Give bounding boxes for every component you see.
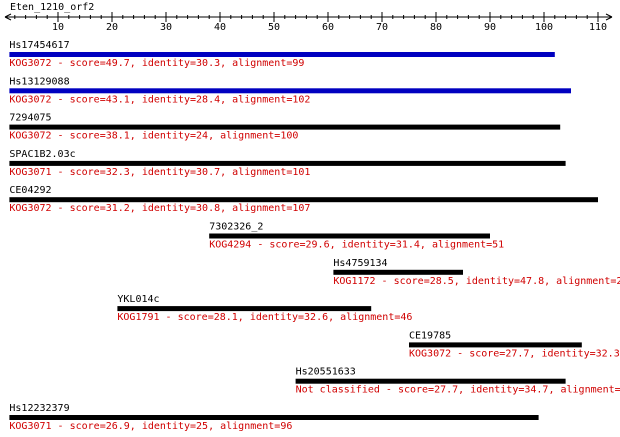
hit-description: KOG4294 - score=29.6, identity=31.4, ali… [209, 240, 504, 251]
hit-description: KOG3072 - score=31.2, identity=30.8, ali… [9, 203, 310, 214]
hit-description: KOG3071 - score=32.3, identity=30.7, ali… [9, 167, 310, 178]
hit-bar [9, 160, 566, 166]
hit-name: 7302326_2 [209, 222, 263, 233]
hit-description: KOG3071 - score=26.9, identity=25, align… [9, 421, 292, 432]
hit-name: 7294075 [9, 113, 51, 124]
hit-bar [409, 342, 582, 348]
hit-bar [9, 124, 561, 130]
ruler-tick-label: 10 [52, 22, 64, 33]
hit-bar [117, 306, 372, 312]
ruler-tick-label: 20 [106, 22, 118, 33]
ruler-tick-label: 40 [214, 22, 226, 33]
hit-bar [333, 269, 463, 275]
hit-description: KOG1791 - score=28.1, identity=32.6, ali… [117, 312, 412, 323]
hit-bar [9, 88, 571, 94]
hit-name: Hs4759134 [333, 258, 387, 269]
ruler-tick-label: 70 [376, 22, 388, 33]
ruler-tick-label: 30 [160, 22, 172, 33]
hit-name: Hs12232379 [9, 403, 69, 414]
hit-description: KOG1172 - score=28.5, identity=47.8, ali… [333, 276, 620, 287]
hit-bar [9, 197, 598, 203]
hit-name: YKL014c [117, 294, 159, 305]
hit-description: KOG3072 - score=49.7, identity=30.3, ali… [9, 58, 304, 69]
hit-name: Hs17454617 [9, 40, 69, 51]
ruler-arrows [4, 13, 613, 21]
ruler-tick-label: 60 [322, 22, 334, 33]
ruler-tick-label: 110 [589, 22, 607, 33]
hit-description: KOG3072 - score=27.7, identity=32.3, ali… [409, 348, 620, 359]
hit-bar [295, 378, 566, 384]
hit-description: Not classified - score=27.7, identity=34… [296, 385, 620, 396]
hit-bar [9, 52, 555, 57]
hit-bar [9, 415, 539, 420]
hit-name: SPAC1B2.03c [9, 149, 75, 160]
ruler-tick-label: 100 [535, 22, 553, 33]
hit-name: Hs20551633 [296, 367, 356, 378]
hit-description: KOG3072 - score=43.1, identity=28.4, ali… [9, 94, 310, 105]
hit-name: Hs13129088 [9, 76, 69, 87]
query-name: Eten_1210_orf2 [10, 2, 94, 13]
hit-name: CE04292 [9, 185, 51, 196]
hit-name: CE19785 [409, 330, 451, 341]
hit-bar [209, 233, 490, 239]
ruler-tick-label: 50 [268, 22, 280, 33]
ruler-tick-label: 90 [484, 22, 496, 33]
hit-description: KOG3072 - score=38.1, identity=24, align… [9, 131, 298, 142]
ruler-tick-label: 80 [430, 22, 442, 33]
